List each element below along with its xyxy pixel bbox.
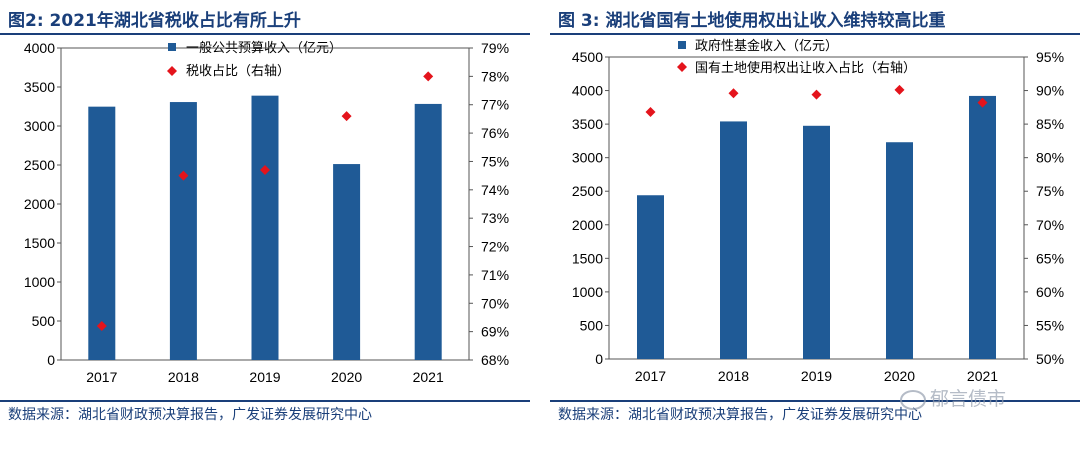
y2-axis-tick-label: 72% (481, 239, 509, 255)
source-rule-left (0, 400, 530, 402)
y-axis-tick-label: 3000 (24, 118, 55, 134)
marker-point (423, 71, 434, 82)
bar (251, 95, 279, 360)
y-axis-tick-label: 3000 (572, 150, 603, 166)
marker-point (96, 320, 107, 331)
y2-axis-tick-label: 75% (1036, 183, 1064, 199)
y2-axis-tick-label: 74% (481, 182, 509, 198)
bar (333, 164, 361, 360)
watermark: 郁言债市 (900, 384, 1006, 411)
x-axis-tick-label: 2017 (86, 369, 117, 385)
x-axis-tick-label: 2018 (718, 368, 749, 384)
marker-point (728, 88, 739, 99)
y2-axis-tick-label: 65% (1036, 250, 1064, 266)
wechat-icon (900, 389, 926, 410)
legend-marker-swatch (167, 66, 177, 76)
y-axis-tick-label: 3500 (572, 116, 603, 132)
y2-axis-tick-label: 73% (481, 210, 509, 226)
y-axis-tick-label: 0 (595, 351, 603, 367)
x-axis-tick-label: 2021 (967, 368, 998, 384)
title-rule-right (550, 33, 1080, 35)
y2-axis-tick-label: 79% (481, 40, 509, 56)
x-axis-tick-label: 2020 (331, 369, 362, 385)
bar (969, 95, 996, 360)
bar (803, 125, 830, 360)
watermark-text: 郁言债市 (930, 388, 1007, 410)
y-axis-tick-label: 2500 (24, 157, 55, 173)
y2-axis-tick-label: 76% (481, 125, 509, 141)
source-rule-right (550, 400, 1080, 402)
y2-axis-tick-label: 95% (1036, 49, 1064, 65)
x-axis-tick-label: 2018 (168, 369, 199, 385)
bar (414, 103, 442, 361)
marker-point (178, 170, 189, 181)
y2-axis-tick-label: 75% (481, 153, 509, 169)
legend-marker-swatch (677, 62, 687, 72)
bar (637, 195, 664, 359)
x-axis-tick-label: 2019 (249, 369, 280, 385)
y2-axis-tick-label: 90% (1036, 83, 1064, 99)
y-axis-tick-label: 0 (47, 352, 55, 368)
y-axis-tick-label: 4000 (24, 40, 55, 56)
marker-point (645, 107, 656, 118)
chart-title-right: 图 3: 湖北省国有土地使用权出让收入维持较高比重 (558, 11, 946, 31)
chart-title-left: 图2: 2021年湖北省税收占比有所上升 (8, 11, 301, 31)
marker-point (260, 164, 270, 175)
y-axis-tick-label: 4500 (572, 49, 603, 65)
source-note-left: 数据来源：湖北省财政预决算报告，广发证券发展研究中心 (8, 407, 372, 423)
bar (720, 121, 747, 359)
y2-axis-tick-label: 78% (481, 68, 509, 84)
bar-chart-left: 一般公共预算收入（亿元） 税收占比（右轴） 050010001500200025… (24, 40, 509, 385)
y-axis-tick-label: 4000 (572, 83, 603, 99)
bar (88, 106, 116, 360)
y2-axis-tick-label: 50% (1036, 351, 1064, 367)
source-note-right: 数据来源：湖北省财政预决算报告，广发证券发展研究中心 (558, 407, 922, 423)
y-axis-tick-label: 2500 (572, 183, 603, 199)
y2-axis-tick-label: 69% (481, 324, 509, 340)
chart-panel-right: 图 3: 湖北省国有土地使用权出让收入维持较高比重 政府性基金收入（亿元） 国有… (550, 0, 1080, 449)
legend-bar-label-right: 政府性基金收入（亿元） (695, 38, 838, 54)
x-axis-tick-label: 2020 (884, 368, 915, 384)
y2-axis-tick-label: 80% (1036, 150, 1064, 166)
y2-axis-tick-label: 55% (1036, 317, 1064, 333)
y2-axis-tick-label: 70% (481, 295, 509, 311)
legend-marker-label-right: 国有土地使用权出让收入占比（右轴） (695, 60, 916, 76)
legend-marker-label-left: 税收占比（右轴） (186, 64, 290, 79)
chart-panel-left: 图2: 2021年湖北省税收占比有所上升 一般公共预算收入（亿元） 税收占比（右… (0, 0, 530, 449)
marker-point (811, 89, 822, 100)
marker-point (894, 84, 905, 95)
marker-point (977, 97, 988, 108)
y-axis-tick-label: 500 (32, 313, 56, 329)
legend-bar-swatch (678, 41, 686, 49)
title-rule-left (0, 33, 530, 35)
bar-chart-right: 政府性基金收入（亿元） 国有土地使用权出让收入占比（右轴） 0 500 1000 15… (572, 38, 1064, 384)
y-axis-tick-label: 1500 (24, 235, 55, 251)
y-axis-tick-label: 1000 (572, 284, 603, 300)
x-axis-tick-label: 2017 (635, 368, 666, 384)
y-axis-tick-label: 500 (580, 317, 604, 333)
y2-axis-tick-label: 68% (481, 352, 509, 368)
y2-axis-tick-label: 77% (481, 97, 509, 113)
y2-axis-tick-label: 71% (481, 267, 509, 283)
x-axis-tick-label: 2019 (801, 368, 832, 384)
x-axis-tick-label: 2021 (413, 369, 444, 385)
y2-axis-tick-label: 60% (1036, 284, 1064, 300)
bar (886, 142, 913, 359)
legend-bar-swatch (168, 43, 176, 51)
y-axis-tick-label: 2000 (24, 196, 55, 212)
bar (169, 102, 197, 360)
y-axis-tick-label: 3500 (24, 79, 55, 95)
y2-axis-tick-label: 85% (1036, 116, 1064, 132)
marker-point (341, 111, 352, 122)
y-axis-tick-label: 1500 (572, 250, 603, 266)
y-axis-tick-label: 1000 (24, 274, 55, 290)
y-axis-tick-label: 2000 (572, 217, 603, 233)
y2-axis-tick-label: 70% (1036, 217, 1064, 233)
